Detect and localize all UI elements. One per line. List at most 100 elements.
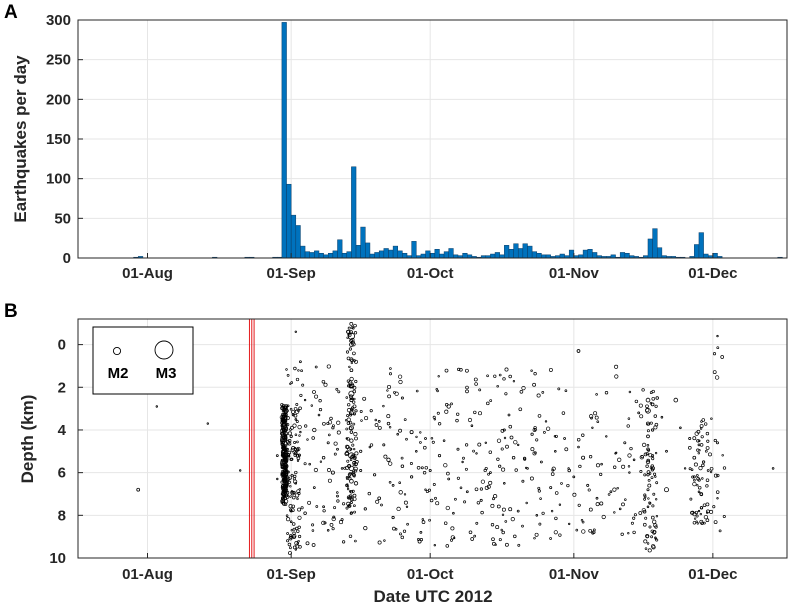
quake-point — [308, 462, 311, 466]
quake-point — [313, 467, 318, 473]
quake-point — [595, 463, 601, 468]
panel-b-x-axis-label: Date UTC 2012 — [373, 587, 492, 606]
bar — [513, 243, 519, 259]
quake-point — [337, 390, 341, 394]
quake-point — [646, 542, 650, 545]
quake-point — [436, 389, 439, 393]
quake-point — [459, 486, 463, 490]
quake-point — [600, 462, 603, 466]
quake-point — [480, 479, 485, 484]
quake-point — [282, 488, 285, 492]
quake-point — [702, 503, 707, 507]
quake-point — [450, 402, 453, 406]
quake-point — [282, 473, 285, 477]
quake-point — [386, 414, 391, 419]
quake-point — [647, 548, 652, 553]
quake-point — [296, 529, 300, 533]
quake-point — [715, 490, 720, 494]
quake-point — [474, 487, 479, 492]
quake-point — [653, 472, 657, 476]
quake-point — [496, 504, 501, 509]
quake-point — [692, 455, 697, 460]
quake-point — [436, 411, 440, 415]
quake-point — [422, 471, 427, 475]
quake-point — [293, 451, 298, 456]
quake-point — [511, 455, 516, 460]
legend-box — [92, 326, 194, 395]
quake-point — [297, 507, 302, 512]
quake-point — [771, 467, 775, 470]
quake-point — [345, 506, 349, 510]
quake-point — [517, 543, 521, 547]
quake-point — [545, 426, 551, 431]
bar — [304, 251, 310, 259]
quake-point — [693, 462, 698, 467]
quake-point — [521, 479, 525, 483]
quake-point — [299, 393, 303, 397]
quake-point — [402, 529, 407, 533]
quake-point — [643, 473, 647, 477]
bar — [559, 253, 565, 259]
quake-point — [627, 532, 630, 535]
quake-point — [613, 465, 617, 469]
quake-point — [416, 466, 421, 470]
quake-point — [285, 465, 288, 468]
quake-point — [354, 359, 358, 364]
quake-point — [442, 439, 446, 442]
quake-point — [655, 396, 659, 400]
bar — [522, 243, 528, 259]
quake-point — [696, 439, 700, 443]
quake-point — [496, 457, 500, 461]
bar — [508, 249, 514, 259]
quake-point — [536, 393, 541, 398]
quake-point — [352, 400, 356, 404]
quake-point — [323, 382, 328, 387]
quake-point — [368, 445, 372, 449]
quake-point — [588, 455, 593, 459]
quake-point — [490, 523, 495, 527]
panel-b-points — [136, 330, 775, 551]
quake-point — [581, 529, 586, 534]
bar — [443, 251, 449, 259]
quake-point — [280, 424, 284, 428]
quake-point — [700, 435, 704, 439]
quake-point — [529, 476, 534, 481]
quake-point — [289, 434, 293, 438]
quake-point — [292, 527, 296, 531]
quake-point — [377, 540, 382, 545]
quake-point — [470, 424, 474, 427]
y-tick-label: 200 — [46, 91, 71, 108]
quake-point — [504, 392, 508, 396]
quake-point — [450, 526, 455, 531]
panel-a-label: A — [4, 2, 18, 23]
quake-point — [284, 444, 288, 447]
quake-point — [708, 452, 712, 457]
y-tick-label: 50 — [54, 210, 71, 227]
quake-point — [588, 414, 594, 419]
quake-point — [290, 447, 295, 452]
quake-point — [286, 532, 289, 535]
quake-point — [651, 454, 655, 458]
quake-point — [561, 411, 566, 415]
quake-point — [388, 372, 393, 376]
quake-point — [614, 364, 619, 369]
quake-point — [605, 435, 608, 438]
quake-point — [345, 396, 349, 399]
y-tick-label: 6 — [58, 465, 66, 482]
quake-point — [498, 373, 502, 377]
quake-point — [399, 532, 402, 536]
panel-a-y-axis-label: Earthquakes per day — [11, 55, 30, 223]
quake-point — [648, 472, 652, 475]
quake-point — [655, 498, 658, 501]
quake-point — [437, 375, 440, 378]
quake-point — [349, 368, 354, 373]
quake-point — [712, 370, 717, 374]
quake-point — [651, 396, 656, 401]
quake-point — [568, 522, 571, 526]
quake-point — [281, 496, 284, 500]
quake-point — [386, 421, 391, 426]
quake-point — [288, 504, 293, 509]
quake-point — [644, 547, 648, 550]
quake-point — [581, 455, 586, 460]
